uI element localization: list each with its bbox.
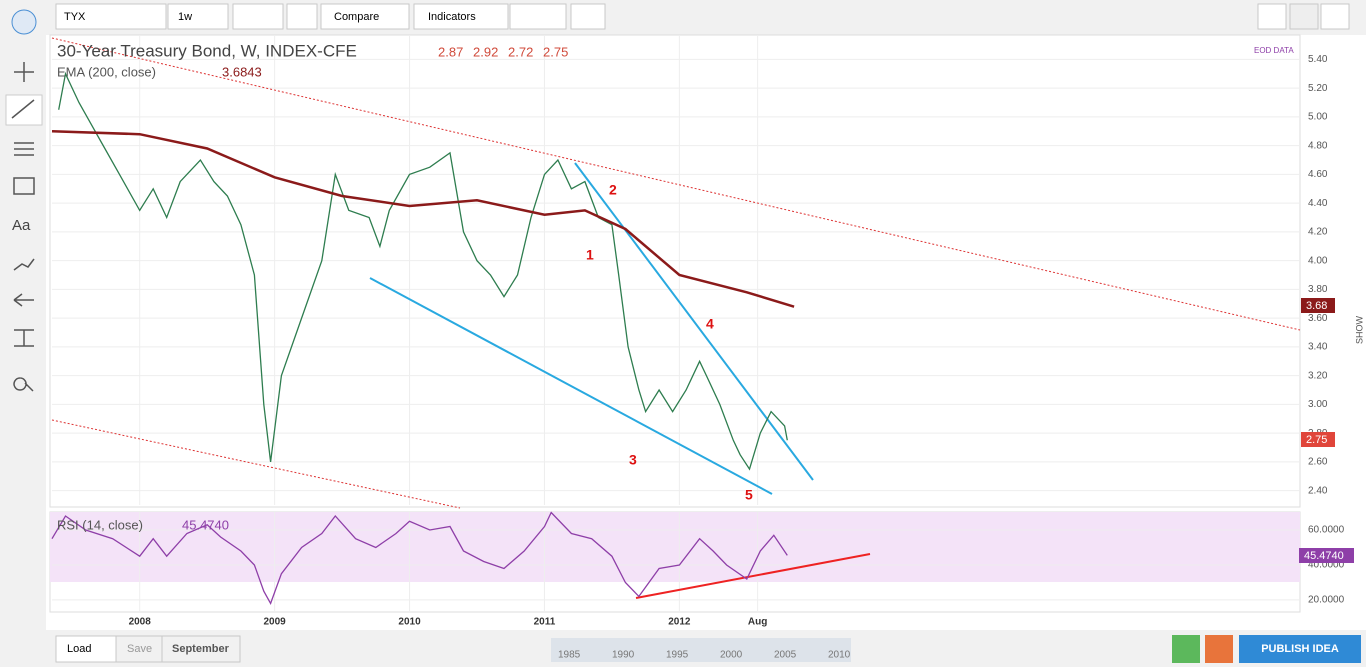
y-tick-label: 4.20 xyxy=(1308,227,1328,238)
publish-button[interactable] xyxy=(1239,635,1361,663)
channel-bottom xyxy=(51,419,461,509)
y-tick-label: 5.20 xyxy=(1308,83,1328,94)
series-line xyxy=(51,511,788,605)
eod-label: EOD DATA xyxy=(1254,46,1294,55)
compare-label: Compare xyxy=(334,11,379,23)
x-tick-label: 2008 xyxy=(129,617,152,628)
symbol-box[interactable] xyxy=(55,3,167,30)
wave-label: 3 xyxy=(629,452,637,468)
tool-icons xyxy=(11,62,35,392)
load-label: Load xyxy=(67,643,91,655)
chart-title: 30-Year Treasury Bond, W, INDEX-CFE xyxy=(57,41,357,60)
x-tick-label: 2010 xyxy=(398,617,421,628)
x-tick-label: 2011 xyxy=(534,617,556,628)
y-tick-label: 40.0000 xyxy=(1308,560,1345,571)
tool-trendline[interactable] xyxy=(5,94,43,126)
ema-badge xyxy=(1301,298,1335,313)
ohlc-value: 2.92 xyxy=(473,44,498,59)
symbol: TYX xyxy=(64,11,86,23)
y-tick-label: 3.80 xyxy=(1308,284,1328,295)
y-tick-label: 3.40 xyxy=(1308,342,1328,353)
user-icon[interactable] xyxy=(11,9,37,35)
y-tick-label: 3.20 xyxy=(1308,370,1328,381)
y-tick-label: 4.00 xyxy=(1308,255,1328,266)
y-tick-label: 5.40 xyxy=(1308,54,1328,65)
rsi-trendline xyxy=(635,553,871,599)
navigator-year: 2010 xyxy=(828,650,851,661)
tweet-button[interactable] xyxy=(1205,635,1233,663)
rsi-band xyxy=(50,512,1300,582)
fullscreen-button[interactable] xyxy=(1320,3,1350,30)
y-tick-label: 5.00 xyxy=(1308,112,1328,123)
ohlc-values: 2.87 2.92 2.72 2.75 xyxy=(438,44,568,59)
wave-label: 5 xyxy=(745,487,753,503)
navigator-year: 1990 xyxy=(612,650,635,661)
ema-badge-label: 3.68 xyxy=(1306,300,1327,312)
chart-style-button[interactable] xyxy=(232,3,284,30)
wedge-lower xyxy=(369,277,773,495)
series-line xyxy=(58,71,788,471)
y-tick-label: 2.40 xyxy=(1308,485,1328,496)
y-tick-label: 2.60 xyxy=(1308,457,1328,468)
price-badge xyxy=(1301,432,1335,447)
x-tick-label: 2012 xyxy=(668,617,691,628)
ohlc-value: 2.75 xyxy=(543,44,568,59)
snapshot-button[interactable] xyxy=(1172,635,1200,663)
y-tick-label: 60.0000 xyxy=(1308,525,1345,536)
x-tick-label: 2009 xyxy=(263,617,286,628)
y-tick-label: 3.60 xyxy=(1308,313,1328,324)
show-toggle[interactable]: SHOW xyxy=(1354,315,1364,344)
wave-label: 4 xyxy=(706,316,714,332)
interval: 1w xyxy=(178,11,192,23)
x-tick-label: Aug xyxy=(748,617,767,628)
navigator-year: 2005 xyxy=(774,650,797,661)
y-tick-label: 4.80 xyxy=(1308,140,1328,151)
navigator-year: 2000 xyxy=(720,650,743,661)
grid: 2.402.602.803.003.203.403.603.804.004.20… xyxy=(52,35,1345,628)
navigator-year: 1985 xyxy=(558,650,581,661)
wave-labels: 1 2 3 4 5 xyxy=(586,182,753,503)
y-tick-label: 20.0000 xyxy=(1308,595,1345,606)
ohlc-value: 2.72 xyxy=(508,44,533,59)
channel-top xyxy=(51,37,1301,331)
ema-value: 3.6843 xyxy=(222,64,262,79)
wave-label: 2 xyxy=(609,182,617,198)
wedge-upper xyxy=(574,162,814,481)
load-button[interactable] xyxy=(55,635,117,663)
range-label: September xyxy=(172,643,230,655)
drawings xyxy=(51,37,1301,599)
wave-label: 1 xyxy=(586,247,594,263)
ohlc-value: 2.87 xyxy=(438,44,463,59)
range-button[interactable] xyxy=(161,635,241,663)
undo-button[interactable] xyxy=(1257,3,1287,30)
save-label: Save xyxy=(127,643,152,655)
y-tick-label: 4.40 xyxy=(1308,198,1328,209)
y-tick-label: 4.60 xyxy=(1308,169,1328,180)
publish-label: PUBLISH IDEA xyxy=(1261,643,1339,655)
text-tool[interactable]: Aa xyxy=(12,217,31,234)
series-line xyxy=(51,130,795,308)
settings-button[interactable] xyxy=(286,3,318,30)
rsi-legend: RSI (14, close) xyxy=(57,517,143,532)
navigator-labels: 1985 1990 1995 2000 2005 2010 xyxy=(558,650,851,661)
idea-button[interactable] xyxy=(570,3,606,30)
y-tick-label: 3.00 xyxy=(1308,399,1328,410)
rsi-value: 45.4740 xyxy=(182,517,229,532)
indicators-button[interactable] xyxy=(413,3,509,30)
interval-box[interactable] xyxy=(167,3,229,30)
navigator-year: 1995 xyxy=(666,650,689,661)
redo-button[interactable] xyxy=(1289,3,1319,30)
save-button[interactable] xyxy=(115,635,163,663)
templates-button[interactable] xyxy=(509,3,567,30)
indicators-label: Indicators xyxy=(428,11,476,23)
ema-legend: EMA (200, close) xyxy=(57,64,156,79)
plot xyxy=(51,71,795,605)
rsi-badge xyxy=(1299,548,1354,563)
rsi-badge-label: 45.4740 xyxy=(1304,550,1344,562)
price-badge-label: 2.75 xyxy=(1306,434,1327,446)
compare-button[interactable] xyxy=(320,3,410,30)
navigator[interactable] xyxy=(551,638,851,662)
